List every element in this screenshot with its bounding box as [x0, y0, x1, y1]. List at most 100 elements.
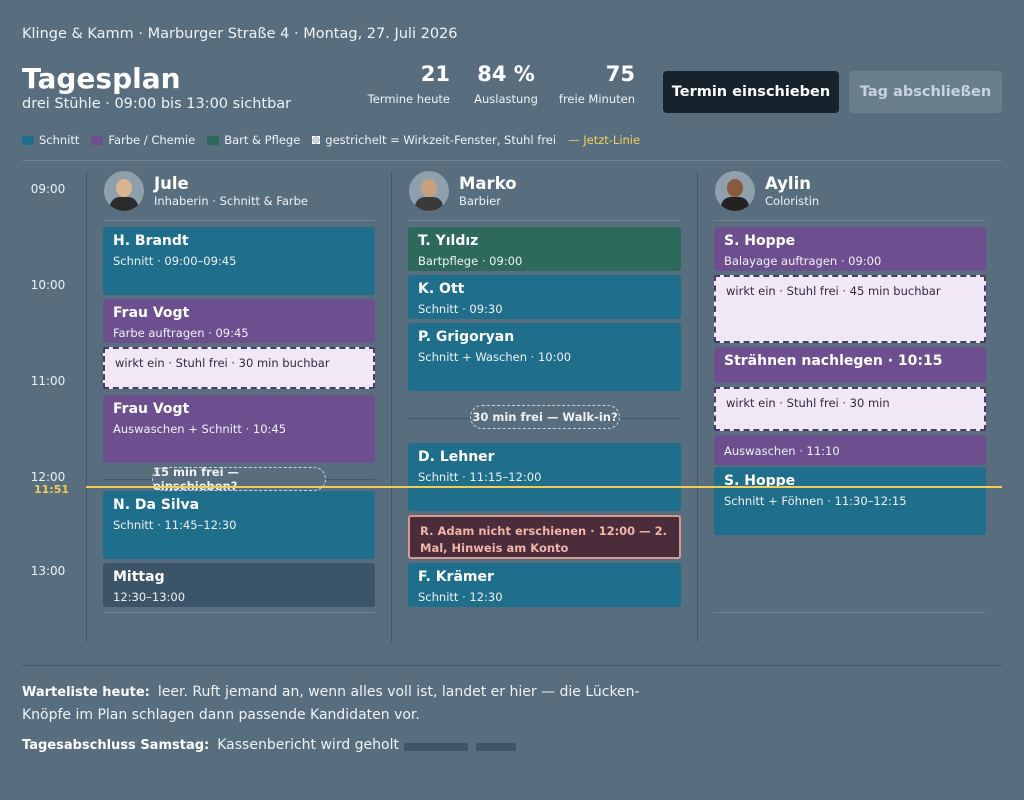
face-icon [727, 179, 743, 197]
client-name: Frau Vogt [113, 401, 190, 417]
appointment-card[interactable]: P. Grigoryan Schnitt + Waschen · 10:00 [408, 323, 681, 391]
break-name: Mittag [113, 569, 165, 585]
legend-beard: Bart & Pflege [207, 133, 300, 147]
now-time-label: 11:51 [34, 483, 70, 496]
appointment-card[interactable]: K. Ott Schnitt · 09:30 [408, 275, 681, 319]
insert-appointment-button[interactable]: Termin einschieben [663, 71, 839, 113]
staff-name: Aylin [765, 174, 811, 193]
client-name: D. Lehner [418, 449, 495, 465]
appointment-info: Farbe auftragen · 09:45 [113, 326, 249, 340]
appointment-card[interactable]: S. Hoppe Balayage auftragen · 09:00 [714, 227, 986, 271]
appointment-info: Schnitt · 09:30 [418, 302, 503, 316]
appointment-card[interactable]: H. Brandt Schnitt · 09:00–09:45 [103, 227, 375, 295]
legend-hatch: gestrichelt = Wirkzeit-Fenster, Stuhl fr… [312, 133, 556, 147]
closing-info: Tagesabschluss Samstag: Kassenbericht wir… [22, 734, 399, 757]
stat-label: Termine heute [367, 92, 450, 106]
staff-header-jule[interactable]: Jule Inhaberin · Schnitt & Farbe [104, 170, 308, 212]
divider [22, 665, 1002, 666]
legend-now: — Jetzt-Linie [568, 133, 641, 147]
appointment-info: Schnitt + Föhnen · 11:30–12:15 [724, 494, 907, 508]
person-icon [110, 197, 138, 211]
appointment-card[interactable]: Strähnen nachlegen · 10:15 [714, 347, 986, 383]
client-name: Frau Vogt [113, 305, 190, 321]
client-name: K. Ott [418, 281, 465, 297]
stat-label: freie Minuten [558, 92, 635, 106]
hour-label: 10:00 [30, 278, 66, 292]
page-subtitle: drei Stühle · 09:00 bis 13:00 sichtbar [22, 96, 292, 112]
waitlist-label: Warteliste heute: [22, 685, 150, 700]
client-name: S. Hoppe [724, 233, 796, 249]
legend-label: Schnitt [39, 133, 80, 147]
appointment-card[interactable]: D. Lehner Schnitt · 11:15–12:00 [408, 443, 681, 511]
appointment-info: Schnitt · 11:45–12:30 [113, 518, 237, 532]
waitlist-text: leer. Ruft jemand an, wenn alles voll is… [22, 684, 640, 723]
close-day-button[interactable]: Tag abschließen [849, 71, 1002, 113]
processing-window-slot[interactable]: wirkt ein · Stuhl frei · 45 min buchbar [714, 275, 986, 343]
break-card[interactable]: Mittag 12:30–13:00 [103, 563, 375, 607]
person-icon [415, 197, 443, 211]
face-icon [421, 179, 437, 197]
appointment-card[interactable]: S. Hoppe Schnitt + Föhnen · 11:30–12:15 [714, 467, 986, 535]
appointment-info: Bartpflege · 09:00 [418, 254, 523, 268]
appointment-info: Schnitt · 12:30 [418, 590, 503, 604]
closing-label: Tagesabschluss Samstag: [22, 738, 210, 753]
avatar [715, 171, 755, 211]
legend-label: gestrichelt = Wirkzeit-Fenster, Stuhl fr… [325, 133, 557, 147]
appointment-card[interactable]: Frau Vogt Auswaschen + Schnitt · 10:45 [103, 395, 375, 463]
stat-value: 75 [605, 62, 635, 86]
hour-label: 12:00 [30, 470, 66, 484]
break-info: 12:30–13:00 [113, 590, 186, 604]
divider [714, 220, 986, 221]
staff-header-marko[interactable]: Marko Barbier [409, 170, 517, 212]
stat-value: 21 [420, 62, 450, 86]
staff-header-aylin[interactable]: Aylin Coloristin [715, 170, 819, 212]
client-name: F. Krämer [418, 569, 494, 585]
now-line [86, 486, 1002, 488]
stat-value: 84 % [477, 62, 535, 86]
processing-window-slot[interactable]: wirkt ein · Stuhl frei · 30 min [714, 387, 986, 431]
staff-role: Inhaberin · Schnitt & Farbe [154, 194, 308, 208]
appointment-info: Schnitt + Waschen · 10:00 [418, 350, 572, 364]
divider [103, 612, 375, 613]
hour-label: 11:00 [30, 374, 66, 388]
person-icon [721, 197, 749, 211]
hour-label: 09:00 [30, 182, 66, 196]
appointment-card[interactable]: F. Krämer Schnitt · 12:30 [408, 563, 681, 607]
stat-free-minutes: 75 freie Minuten [550, 62, 635, 106]
hatch-swatch-icon [312, 136, 321, 144]
staff-name: Marko [459, 174, 517, 193]
client-name: H. Brandt [113, 233, 189, 249]
divider [22, 160, 1002, 161]
salon-info: Klinge & Kamm · Marburger Straße 4 · Mon… [22, 26, 458, 42]
no-show-alert[interactable]: R. Adam nicht erschienen · 12:00 — 2. Ma… [408, 515, 681, 559]
client-name: P. Grigoryan [418, 329, 515, 345]
swatch-icon [22, 135, 34, 145]
stat-label: Auslastung [474, 92, 538, 106]
waitlist-info: Warteliste heute: leer. Ruft jemand an, w… [22, 681, 642, 727]
staff-role: Coloristin [765, 194, 820, 208]
appointment-info: Balayage auftragen · 09:00 [724, 254, 882, 268]
loading-bar [404, 743, 468, 751]
closing-text: Kassenbericht wird geholt [217, 737, 399, 753]
legend-label: Farbe / Chemie [108, 133, 196, 147]
appointment-card[interactable]: Frau Vogt Farbe auftragen · 09:45 [103, 299, 375, 343]
appointment-card[interactable]: Auswaschen · 11:10 [714, 435, 986, 465]
processing-window-slot[interactable]: wirkt ein · Stuhl frei · 30 min buchbar [103, 347, 375, 389]
column-divider [86, 172, 87, 642]
appointment-card[interactable]: N. Da Silva Schnitt · 11:45–12:30 [103, 491, 375, 559]
legend-color: Farbe / Chemie [91, 133, 195, 147]
legend-cut: Schnitt [22, 133, 79, 147]
client-name: T. Yıldız [418, 233, 479, 249]
divider [714, 612, 986, 613]
page-title: Tagesplan [22, 62, 181, 95]
legend: Schnitt Farbe / Chemie Bart & Pflege ges… [22, 133, 640, 147]
staff-name: Jule [154, 174, 189, 193]
client-name: S. Hoppe [724, 473, 796, 489]
appointment-info: Auswaschen · 11:10 [724, 444, 840, 458]
stat-appointments: 21 Termine heute [360, 62, 450, 106]
free-gap-button[interactable]: 30 min frei — Walk-in? [470, 405, 620, 429]
swatch-icon [91, 135, 104, 145]
appointment-card[interactable]: T. Yıldız Bartpflege · 09:00 [408, 227, 681, 271]
column-divider [391, 172, 392, 642]
swatch-icon [207, 135, 220, 145]
